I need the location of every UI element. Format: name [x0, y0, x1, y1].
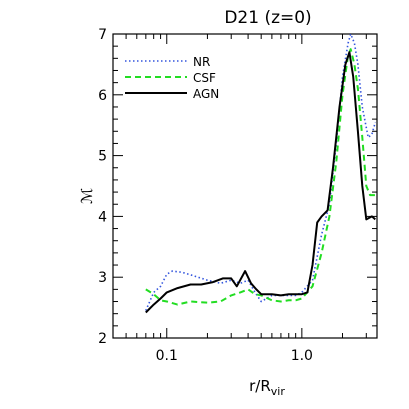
chart-title: D21 (z=0) [224, 8, 311, 28]
y-tick-label: 6 [98, 88, 107, 104]
legend-label-agn: AGN [193, 87, 219, 101]
x-axis-label-sub: vir [271, 385, 286, 398]
x-tick-label: 1.0 [291, 348, 313, 364]
x-axis-label-main: r/R [249, 377, 271, 395]
legend-label-nr: NR [193, 55, 210, 69]
x-axis: 0.1 1.0 [125, 34, 367, 364]
series-group [145, 33, 377, 314]
x-axis-label: r/Rvir [249, 377, 285, 398]
legend-label-csf: CSF [193, 71, 216, 85]
series-line-nr [145, 33, 377, 311]
y-tick-label: 2 [98, 331, 107, 347]
x-tick-label: 0.1 [156, 348, 178, 364]
series-line-agn [145, 51, 376, 314]
y-axis-label: ℳ [78, 188, 96, 204]
y-tick-label: 4 [98, 209, 107, 225]
series-line-csf [145, 48, 376, 306]
legend: NR CSF AGN [125, 55, 219, 101]
y-tick-label: 7 [98, 27, 107, 43]
y-tick-label: 3 [98, 270, 107, 286]
y-tick-label: 5 [98, 149, 107, 165]
y-axis: 2 3 4 5 6 7 [98, 27, 377, 347]
plot-frame [112, 33, 378, 339]
